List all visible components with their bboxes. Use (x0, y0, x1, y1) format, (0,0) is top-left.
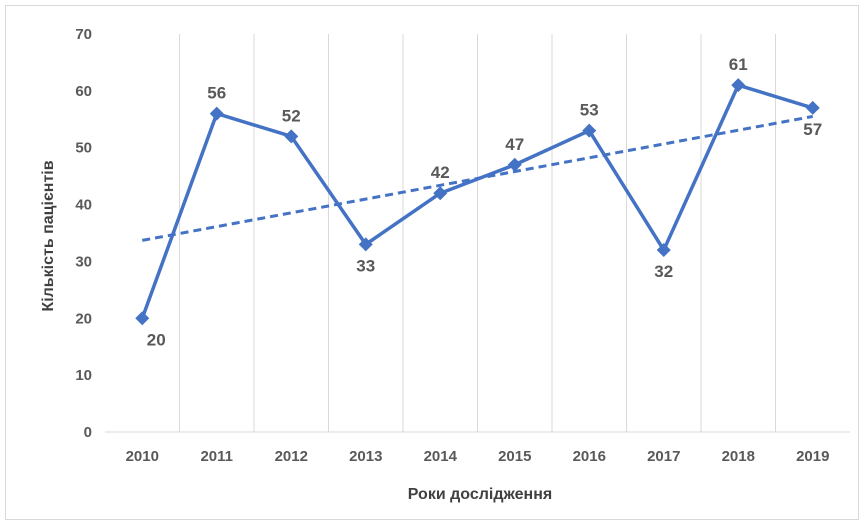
data-label: 20 (147, 330, 166, 349)
data-label: 42 (431, 163, 450, 182)
series-line (140, 83, 814, 319)
x-tick-label: 2014 (424, 448, 458, 465)
data-point-marker (582, 123, 597, 138)
y-tick-label: 30 (75, 253, 92, 270)
y-tick-label: 40 (75, 197, 92, 214)
data-label: 56 (207, 84, 226, 103)
data-label: 53 (580, 101, 599, 120)
data-point-marker (507, 157, 522, 172)
y-tick-labels: 0 10 20 30 40 50 60 70 (75, 26, 92, 441)
grid-lines (105, 34, 850, 433)
data-label: 47 (505, 135, 524, 154)
data-point-marker (358, 237, 373, 252)
x-tick-label: 2015 (498, 448, 531, 465)
y-tick-label: 10 (75, 367, 92, 384)
x-axis-title: Роки дослідження (408, 486, 552, 503)
x-tick-label: 2017 (647, 448, 680, 465)
x-tick-labels: 2010 2011 2012 2013 2014 2015 2016 2017 2018 2019 (126, 448, 830, 465)
x-tick-label: 2012 (275, 448, 308, 465)
chart-frame (5, 5, 859, 520)
x-tick-label: 2011 (200, 448, 233, 465)
y-tick-label: 20 (75, 310, 92, 327)
y-tick-label: 60 (75, 83, 92, 100)
data-label: 33 (356, 256, 375, 275)
data-labels: 20 56 52 33 42 47 53 32 61 57 (147, 55, 822, 349)
data-point-marker (209, 106, 224, 121)
data-point-marker (135, 311, 150, 326)
data-label: 32 (654, 262, 673, 281)
y-tick-label: 50 (75, 140, 92, 157)
x-tick-label: 2018 (722, 448, 755, 465)
x-tick-label: 2016 (573, 448, 606, 465)
data-label: 61 (729, 55, 748, 74)
x-tick-label: 2019 (796, 448, 829, 465)
y-axis-title: Кількість пацієнтів (40, 160, 57, 311)
data-label: 52 (282, 106, 301, 125)
data-point-marker (284, 129, 299, 144)
y-tick-label: 70 (75, 26, 92, 43)
y-tick-label: 0 (84, 424, 92, 441)
data-point-marker (656, 243, 671, 258)
x-tick-label: 2010 (126, 448, 159, 465)
data-point-marker (433, 186, 448, 201)
x-tick-label: 2013 (349, 448, 382, 465)
series-group (135, 78, 820, 326)
data-point-marker (731, 78, 746, 93)
data-label: 57 (803, 120, 822, 139)
data-point-marker (805, 100, 820, 115)
